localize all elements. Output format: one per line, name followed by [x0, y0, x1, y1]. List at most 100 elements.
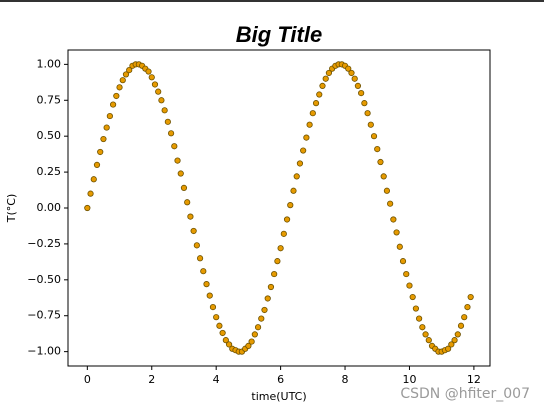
x-tick-label: 6 — [277, 373, 284, 386]
point — [103, 124, 110, 131]
point — [377, 158, 384, 166]
chart-title: Big Title — [236, 22, 322, 47]
y-tick-label: 1.00 — [37, 57, 62, 70]
point — [219, 329, 226, 337]
point — [122, 71, 130, 78]
point — [271, 270, 278, 278]
point — [296, 160, 304, 167]
point — [422, 331, 429, 338]
y-tick-label: 0.00 — [37, 201, 62, 214]
point — [374, 146, 381, 153]
point — [319, 82, 326, 90]
point — [306, 121, 313, 128]
watermark: CSDN @hfiter_007 — [400, 386, 530, 402]
point — [109, 101, 117, 108]
point — [322, 75, 329, 82]
point — [161, 107, 168, 114]
point — [155, 88, 162, 95]
axes-frame — [67, 49, 491, 367]
x-tick-label: 8 — [342, 373, 349, 386]
point — [203, 281, 210, 288]
point — [345, 65, 352, 72]
point — [184, 199, 191, 206]
point — [425, 337, 432, 344]
point — [209, 304, 217, 311]
point — [325, 69, 333, 77]
point — [467, 293, 474, 301]
point — [97, 148, 104, 156]
point — [206, 292, 213, 299]
point — [280, 230, 287, 237]
point — [187, 213, 194, 220]
point — [174, 157, 181, 164]
point — [348, 69, 355, 77]
x-tick-label: 2 — [148, 373, 155, 386]
y-tick-label: −0.75 — [27, 309, 61, 322]
y-tick-label: 0.25 — [37, 165, 62, 178]
point — [245, 342, 252, 349]
x-tick-label: 10 — [402, 373, 416, 386]
point — [399, 258, 407, 265]
point — [258, 315, 265, 322]
point — [264, 295, 271, 302]
point — [390, 216, 397, 223]
point — [380, 173, 387, 180]
point — [354, 82, 362, 90]
point — [303, 134, 310, 141]
point — [409, 293, 416, 301]
point — [151, 81, 159, 88]
point — [216, 322, 223, 329]
point — [87, 190, 94, 197]
point — [180, 184, 188, 191]
x-tick-label: 0 — [84, 373, 91, 386]
point — [90, 176, 97, 183]
point — [309, 110, 316, 117]
point — [222, 337, 229, 344]
point — [451, 337, 458, 344]
point — [274, 258, 281, 265]
point — [277, 245, 284, 252]
point — [200, 268, 207, 275]
point — [84, 204, 91, 212]
point — [312, 100, 320, 107]
y-tick-label: −0.25 — [27, 237, 61, 250]
point — [148, 74, 155, 81]
point — [177, 170, 184, 177]
y-tick-label: −0.50 — [27, 273, 61, 286]
point — [113, 92, 120, 100]
point — [406, 282, 413, 289]
point — [190, 227, 197, 235]
point — [164, 118, 171, 125]
point — [225, 341, 233, 348]
point — [248, 338, 255, 345]
point — [351, 75, 358, 82]
point — [416, 315, 423, 322]
point — [193, 242, 200, 249]
point — [196, 255, 204, 262]
x-tick-label: 4 — [213, 373, 220, 386]
point — [126, 67, 133, 74]
point — [290, 187, 297, 194]
point — [283, 216, 291, 223]
point — [213, 314, 220, 321]
point — [287, 202, 294, 209]
y-tick-label: 0.50 — [37, 129, 62, 142]
y-axis-label: T(°C) — [5, 194, 18, 223]
point — [448, 341, 455, 348]
point — [358, 89, 365, 97]
point — [383, 187, 391, 194]
point — [387, 200, 394, 207]
point — [119, 77, 126, 84]
point — [445, 345, 452, 352]
point — [396, 243, 403, 250]
point — [300, 147, 307, 154]
point — [361, 100, 368, 107]
point — [167, 130, 175, 137]
point — [393, 229, 400, 236]
point — [267, 283, 275, 291]
point — [100, 135, 107, 143]
x-tick-label: 12 — [467, 373, 481, 386]
point — [403, 270, 410, 278]
point — [158, 97, 165, 104]
